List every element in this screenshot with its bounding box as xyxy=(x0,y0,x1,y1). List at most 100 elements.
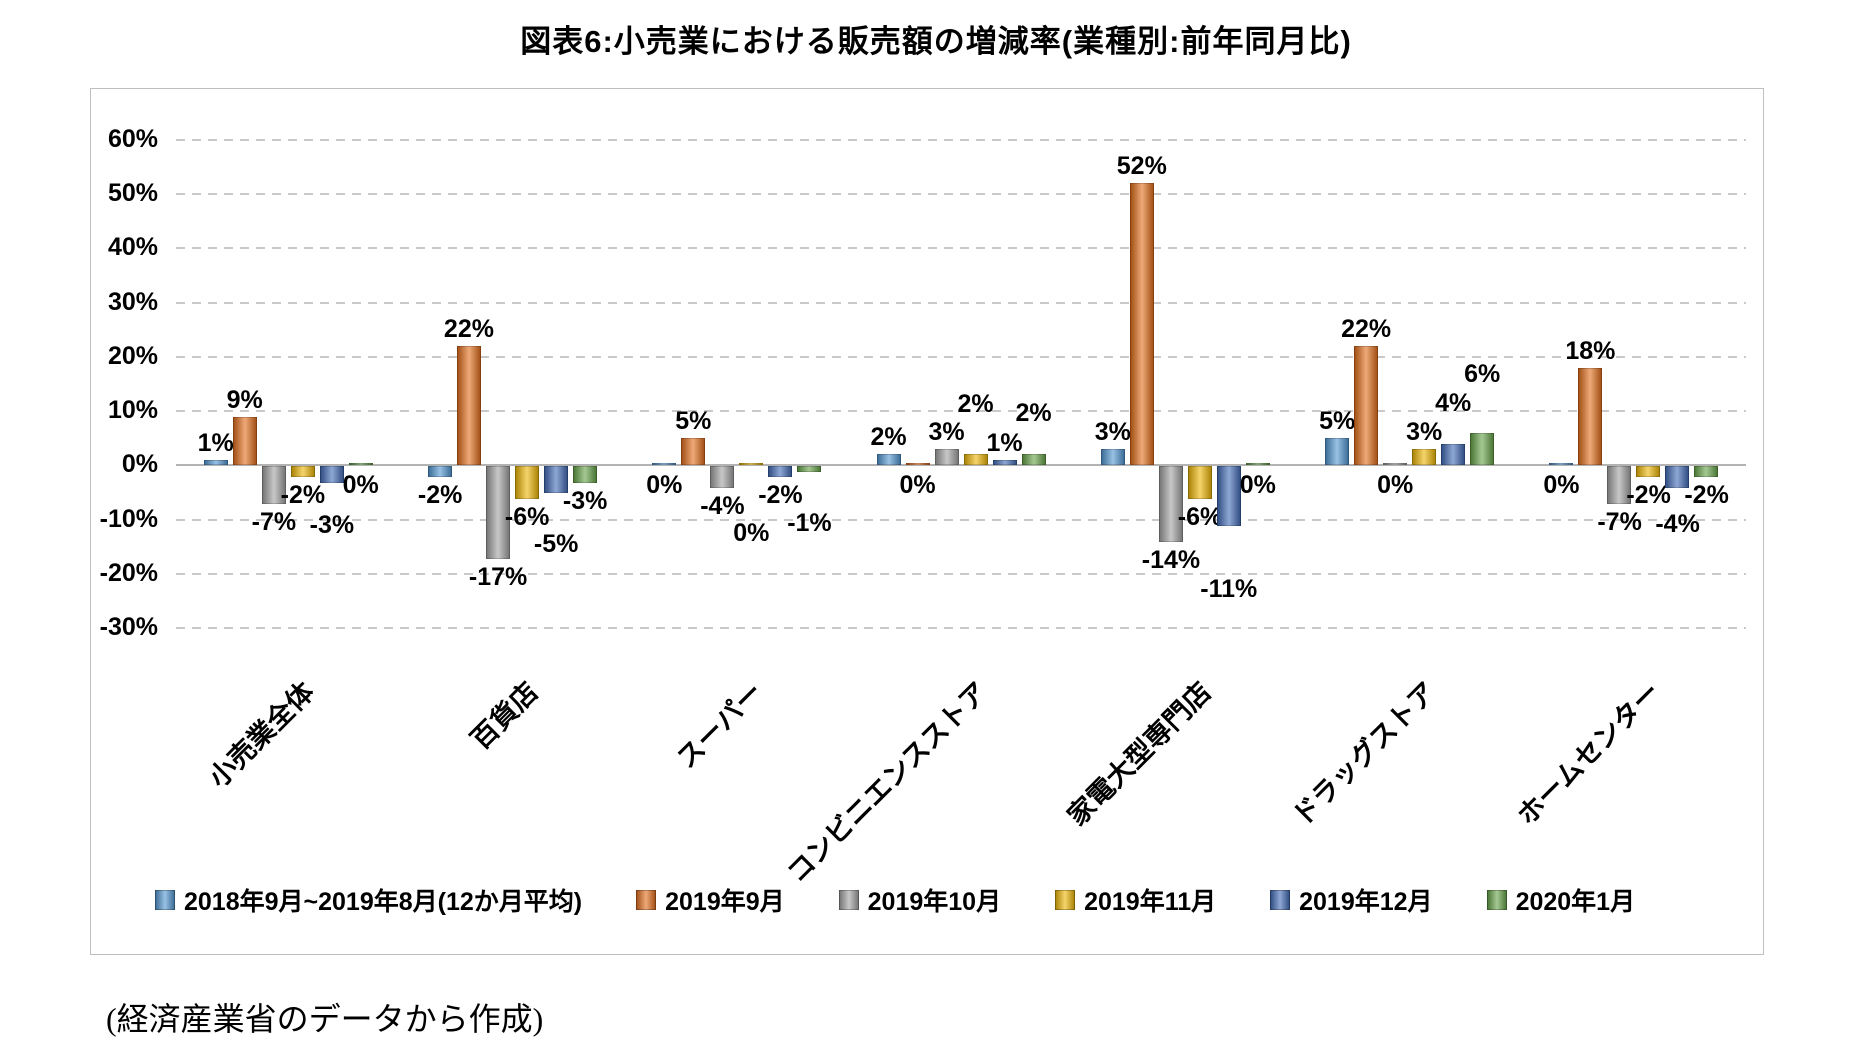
bar-2019年9月-ドラッグストア xyxy=(1354,346,1379,466)
bar-value-label: -7% xyxy=(251,508,297,537)
bar-2020年1月-小売業全体 xyxy=(348,463,373,466)
bar-value-label: 0% xyxy=(1543,471,1580,500)
bar-2018年9月~2019年8月(12か月平均)-家電大型専門店 xyxy=(1100,449,1125,466)
legend-item-label: 2019年12月 xyxy=(1299,888,1433,916)
bar-2019年9月-家電大型専門店 xyxy=(1129,183,1154,466)
y-axis-tick-label: 60% xyxy=(107,125,158,153)
bar-2019年12月-小売業全体 xyxy=(319,466,344,483)
y-axis-tick-label: 30% xyxy=(107,287,158,316)
bar-value-label: -3% xyxy=(309,510,355,539)
legend-item: 2020年1月 xyxy=(1486,882,1636,918)
bar-2019年12月-スーパー xyxy=(768,466,793,478)
bar-value-label: 1% xyxy=(986,428,1023,457)
bar-value-label: -11% xyxy=(1200,574,1258,603)
bar-2019年10月-スーパー xyxy=(710,466,735,489)
legend-swatch xyxy=(155,890,175,910)
y-axis-tick-label: -20% xyxy=(99,558,158,587)
bar-value-label: 3% xyxy=(928,418,965,447)
bar-2019年11月-小売業全体 xyxy=(290,466,315,478)
chart-panel: 60% 50% 40% 30% 20% 10% 0% -10% -20% -30% 1% 9% -7% -… xyxy=(90,88,1764,955)
y-axis-tick-label: 0% xyxy=(121,450,158,479)
bar-value-label: -4% xyxy=(1655,510,1700,539)
legend-swatch xyxy=(1270,890,1291,910)
bar-2019年11月-コンビニエンスストア xyxy=(963,454,988,466)
bar-value-label: 5% xyxy=(675,407,712,436)
bar-2019年12月-百貨店 xyxy=(543,466,568,494)
bar-value-label: 3% xyxy=(1406,418,1443,447)
legend-item-label: 2019年10月 xyxy=(867,888,1002,916)
bar-2019年10月-家電大型専門店 xyxy=(1158,466,1183,543)
bar-2019年9月-スーパー xyxy=(681,438,706,466)
bar-value-label: -2% xyxy=(1626,481,1671,510)
legend-item-label: 2019年9月 xyxy=(665,888,785,916)
bar-2018年9月~2019年8月(12か月平均)-ホームセンター xyxy=(1549,463,1574,466)
bar-2019年12月-ドラッグストア xyxy=(1441,443,1466,466)
source-note: (経済産業省のデータから作成) xyxy=(106,1001,544,1037)
bar-2019年10月-コンビニエンスストア xyxy=(934,449,959,466)
gridline xyxy=(176,139,1746,141)
bar-value-label: -7% xyxy=(1597,508,1642,537)
chart-title: 図表6:小売業における販売額の増減率(業種別:前年同月比) xyxy=(520,24,1352,59)
bar-2020年1月-スーパー xyxy=(797,466,822,472)
legend-item: 2018年9月~2019年8月(12か月平均) xyxy=(155,882,582,918)
legend-item-label: 2018年9月~2019年8月(12か月平均) xyxy=(184,888,583,916)
bar-2019年10月-百貨店 xyxy=(485,466,510,559)
bar-value-label: -2% xyxy=(417,481,463,510)
legend-item: 2019年11月 xyxy=(1055,882,1216,918)
bar-2019年9月-ホームセンター xyxy=(1578,367,1603,466)
bar-value-label: 0% xyxy=(1377,471,1414,500)
bar-value-label: 22% xyxy=(443,315,494,344)
bar-value-label: 1% xyxy=(197,428,234,457)
gridline xyxy=(176,355,1746,358)
bar-value-label: 0% xyxy=(1239,471,1276,500)
bar-2019年12月-ホームセンター xyxy=(1665,466,1690,489)
bar-2020年1月-家電大型専門店 xyxy=(1245,463,1270,466)
gridline xyxy=(176,301,1746,304)
bar-value-label: 9% xyxy=(226,385,263,414)
bar-value-label: 3% xyxy=(1094,418,1131,447)
bar-2019年9月-百貨店 xyxy=(456,346,481,466)
bar-value-label: -4% xyxy=(700,492,745,521)
y-axis-tick-label: 20% xyxy=(107,341,158,370)
legend-swatch xyxy=(838,890,859,910)
y-axis-tick-label: 40% xyxy=(107,233,158,262)
bar-value-label: 52% xyxy=(1116,152,1167,181)
bar-value-label: -3% xyxy=(562,486,608,515)
bar-value-label: 2% xyxy=(957,390,994,419)
bar-value-label: -5% xyxy=(533,530,579,559)
x-axis-category-label: ホームセンター xyxy=(1511,676,1666,831)
legend-item-label: 2020年1月 xyxy=(1515,888,1636,916)
bar-2019年11月-百貨店 xyxy=(514,466,539,499)
bar-2019年11月-ドラッグストア xyxy=(1412,449,1437,466)
bar-2019年12月-コンビニエンスストア xyxy=(992,459,1017,466)
x-axis-category-label: 家電大型専門店 xyxy=(1062,676,1218,832)
bar-value-label: -2% xyxy=(1684,481,1729,510)
bar-value-label: 4% xyxy=(1435,388,1472,417)
bar-2019年12月-家電大型専門店 xyxy=(1216,466,1241,526)
bar-value-label: 2% xyxy=(1015,399,1052,428)
x-axis-category-label: 小売業全体 xyxy=(203,676,320,794)
legend-swatch xyxy=(1486,890,1507,910)
gridline xyxy=(176,627,1746,629)
y-axis-tick-label: -30% xyxy=(99,613,158,641)
legend-item: 2019年12月 xyxy=(1270,882,1433,918)
bar-2018年9月~2019年8月(12か月平均)-ドラッグストア xyxy=(1325,438,1350,466)
y-axis-tick-label: -10% xyxy=(99,504,158,533)
bar-2020年1月-百貨店 xyxy=(572,466,597,483)
x-axis-line xyxy=(176,464,1746,467)
bar-value-label: -6% xyxy=(504,502,550,531)
bar-2019年11月-家電大型専門店 xyxy=(1187,466,1212,499)
bar-value-label: 2% xyxy=(870,423,907,452)
plot-area: 60% 50% 40% 30% 20% 10% 0% -10% -20% -30% 1% 9% -7% -… xyxy=(91,89,1763,954)
bar-2019年10月-ホームセンター xyxy=(1607,466,1632,505)
gridline xyxy=(176,572,1746,575)
gridline xyxy=(176,193,1746,196)
bar-2019年11月-スーパー xyxy=(739,463,764,466)
bar-2018年9月~2019年8月(12か月平均)-百貨店 xyxy=(427,466,452,478)
bar-value-label: -14% xyxy=(1141,546,1201,575)
bar-2019年9月-小売業全体 xyxy=(232,416,257,466)
bar-2019年10月-小売業全体 xyxy=(261,466,286,505)
bar-value-label: -2% xyxy=(280,481,326,510)
legend-swatch xyxy=(1055,890,1076,910)
